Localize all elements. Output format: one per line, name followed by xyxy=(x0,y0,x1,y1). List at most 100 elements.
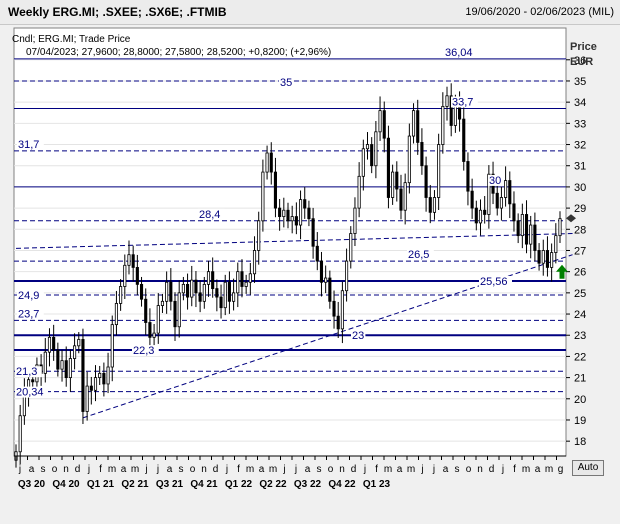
candle-body xyxy=(428,197,432,213)
candle-body xyxy=(106,366,110,385)
candle-body xyxy=(336,315,340,330)
level-label-bg xyxy=(17,138,44,150)
x-quarter-label: Q1 22 xyxy=(225,479,253,490)
candle-body xyxy=(89,385,93,391)
candle-body xyxy=(554,235,558,253)
x-tick-label: m xyxy=(384,464,392,475)
candle-body xyxy=(261,171,265,222)
candle-body xyxy=(332,300,336,317)
candle-body xyxy=(248,273,252,283)
candle-body xyxy=(98,372,102,379)
x-tick-label: j xyxy=(420,464,423,475)
trend-line xyxy=(82,254,573,419)
x-tick-label: f xyxy=(513,464,516,475)
x-quarter-label: Q1 23 xyxy=(363,479,391,490)
candles xyxy=(14,83,562,468)
x-tick-label: d xyxy=(489,464,495,475)
x-tick-label: j xyxy=(432,464,435,475)
candle-body xyxy=(324,277,328,283)
candle-body xyxy=(294,216,298,226)
candle-body xyxy=(173,300,177,328)
candle-body xyxy=(470,190,474,209)
trend-line xyxy=(15,233,573,249)
x-tick-label: m xyxy=(545,464,553,475)
candle-body xyxy=(437,144,441,198)
x-tick-label: f xyxy=(375,464,378,475)
candle-body xyxy=(424,165,428,198)
candle-body xyxy=(462,118,466,162)
candle-body xyxy=(236,271,240,294)
level-label-bg xyxy=(444,46,477,58)
candle-body xyxy=(357,175,361,209)
level-label: 22,3 xyxy=(133,345,154,357)
level-label-bg xyxy=(451,96,478,108)
candle-body xyxy=(361,148,365,177)
candle-body xyxy=(81,339,85,412)
candle-body xyxy=(374,131,378,167)
x-tick-label: j xyxy=(294,464,297,475)
x-tick-label: f xyxy=(237,464,240,475)
candle-body xyxy=(516,220,520,237)
y-tick-label: 27 xyxy=(574,245,586,257)
candle-body xyxy=(298,199,303,226)
x-tick-label: a xyxy=(259,464,265,475)
level-label-bg xyxy=(351,330,366,342)
price-chart[interactable]: 36,04 35 33,7 31,7 30 28,4 26,5 25,56 24,9 23,7 23… xyxy=(0,24,620,524)
candle-body xyxy=(340,290,344,330)
y-tick-label: 34 xyxy=(574,97,586,109)
candle-body xyxy=(252,250,257,275)
x-tick-label: j xyxy=(18,464,21,475)
candle-body xyxy=(181,283,185,294)
auto-scale-button[interactable]: Auto xyxy=(572,460,604,476)
candle-body xyxy=(411,110,416,137)
x-quarter-label: Q3 21 xyxy=(156,479,184,490)
level-label-bg xyxy=(132,345,159,357)
y-tick-label: 29 xyxy=(574,203,586,215)
level-labels: 36,04 35 33,7 31,7 30 28,4 26,5 25,56 24,9 23,7 23… xyxy=(15,46,512,399)
candle-body xyxy=(487,173,491,215)
x-quarter-label: Q2 22 xyxy=(259,479,287,490)
candle-body xyxy=(114,303,118,326)
level-label-bg xyxy=(17,308,44,320)
candle-body xyxy=(558,218,562,237)
candle-body xyxy=(328,277,332,302)
candle-body xyxy=(60,360,64,370)
candle-body xyxy=(102,372,106,385)
candle-body xyxy=(257,220,261,251)
level-label: 23 xyxy=(352,330,364,342)
candle-body xyxy=(537,250,541,264)
x-tick-label: j xyxy=(87,464,90,475)
date-range: 19/06/2020 - 02/06/2023 (MIL) xyxy=(465,6,614,18)
candle-body xyxy=(353,207,357,234)
x-tick-label: m xyxy=(522,464,530,475)
support-resistance-lines xyxy=(14,58,566,393)
y-tick-label: 20 xyxy=(574,394,586,406)
x-tick-label: n xyxy=(201,464,207,475)
candle-body xyxy=(365,144,370,150)
legend-series-line: Cndl; ERG.MI; Trade Price xyxy=(12,34,131,45)
x-tick-label: o xyxy=(328,464,334,475)
candle-body xyxy=(504,180,508,198)
x-quarter-label: Q3 22 xyxy=(294,479,322,490)
x-tick-label: d xyxy=(213,464,219,475)
x-tick-label: f xyxy=(99,464,102,475)
candle-body xyxy=(144,298,148,323)
candle-body xyxy=(119,286,123,304)
candle-body xyxy=(273,171,278,209)
candle-body xyxy=(93,377,98,391)
level-label: 28,4 xyxy=(199,209,220,221)
x-tick-label: o xyxy=(466,464,472,475)
candle-body xyxy=(186,283,190,298)
level-label: 30 xyxy=(489,175,501,187)
candle-body xyxy=(386,137,390,198)
x-tick-label: m xyxy=(246,464,254,475)
legend-values-line: 07/04/2023; 27,9600; 28,8000; 27,5800; 2… xyxy=(26,47,331,58)
candle-body xyxy=(311,218,315,247)
level-label: 23,7 xyxy=(18,308,39,320)
candle-body xyxy=(478,209,483,224)
y-tick-label: 22 xyxy=(574,351,586,363)
level-label: 36,04 xyxy=(445,47,473,59)
candle-body xyxy=(290,216,294,222)
level-label-bg xyxy=(15,366,42,378)
